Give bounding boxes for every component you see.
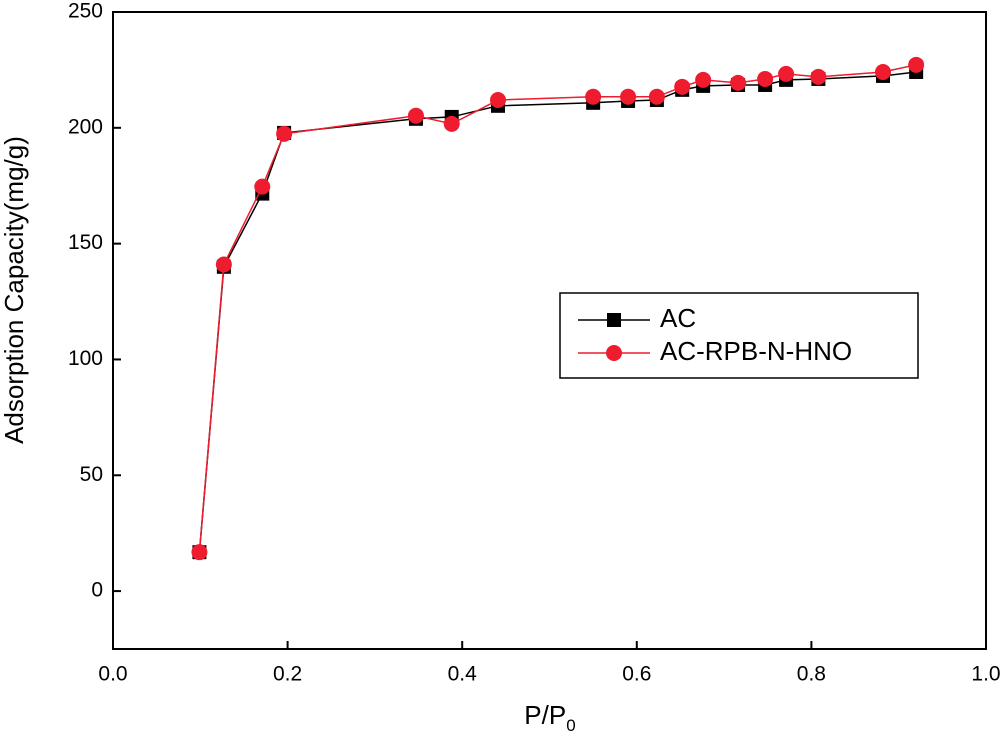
data-point	[778, 65, 795, 82]
data-point	[585, 88, 602, 105]
data-point	[215, 256, 232, 273]
legend-marker	[606, 345, 622, 361]
y-tick-label: 100	[68, 347, 103, 370]
data-point	[874, 63, 891, 80]
data-point	[674, 78, 691, 95]
data-point	[443, 115, 460, 132]
y-tick-label: 200	[68, 115, 103, 138]
y-tick-label: 0	[91, 579, 103, 602]
data-point	[407, 107, 424, 124]
data-point	[620, 88, 637, 105]
plot-frame	[112, 11, 987, 650]
y-tick-label: 250	[68, 0, 103, 23]
x-axis-title-main: P/P	[524, 700, 566, 730]
x-tick-label: 1.0	[971, 663, 1000, 686]
legend-label: AC-RPB-N-HNO	[660, 336, 852, 366]
y-tick-label: 150	[68, 231, 103, 254]
data-point	[648, 88, 665, 105]
data-point	[757, 70, 774, 87]
x-axis-title: P/P0	[524, 700, 575, 736]
data-point	[695, 71, 712, 88]
x-tick-label: 0.0	[98, 663, 127, 686]
legend-marker	[607, 313, 621, 327]
x-axis-title-subscript: 0	[566, 716, 575, 735]
y-axis-title: Adsorption Capacity(mg/g)	[0, 136, 29, 444]
data-point	[810, 68, 827, 85]
legend-label: AC	[660, 303, 696, 333]
data-point	[730, 74, 747, 91]
data-point	[489, 92, 506, 109]
x-tick-label: 0.8	[797, 663, 826, 686]
legend-box	[559, 292, 919, 379]
data-point	[191, 544, 208, 561]
data-point	[254, 178, 271, 195]
data-point	[908, 56, 925, 73]
data-point	[276, 125, 293, 142]
x-tick-label: 0.6	[622, 663, 651, 686]
y-tick-label: 50	[80, 463, 103, 486]
x-tick-label: 0.4	[448, 663, 478, 686]
x-tick-label: 0.2	[273, 663, 302, 686]
